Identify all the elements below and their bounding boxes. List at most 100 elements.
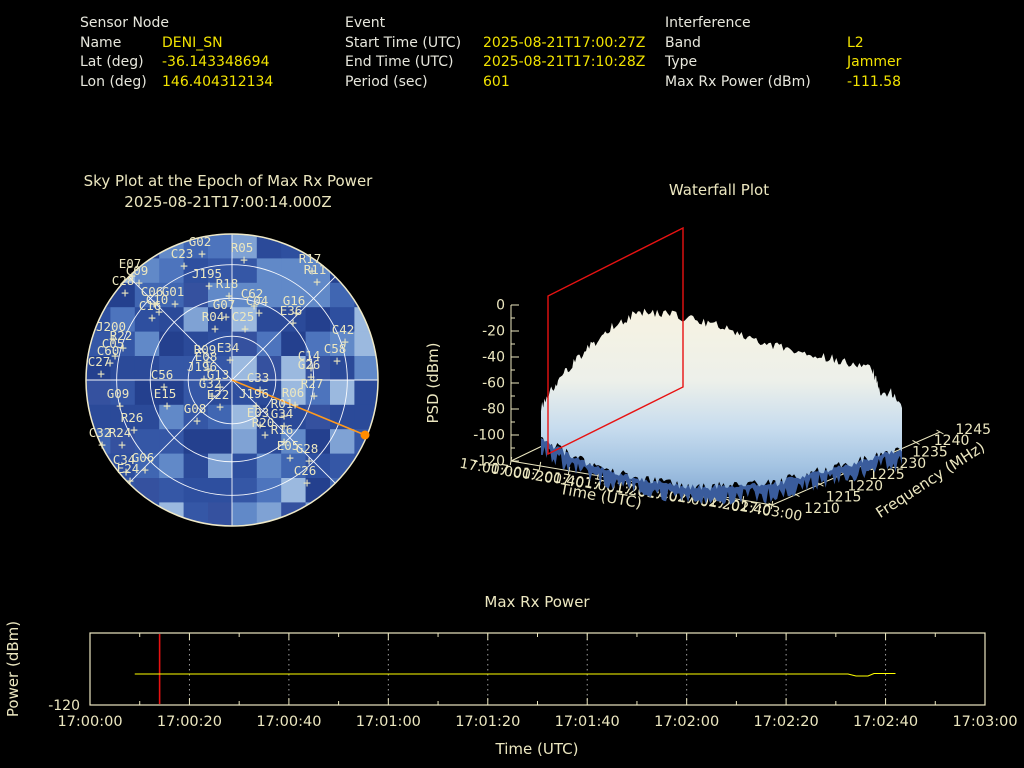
sky-heatmap-cell	[183, 282, 209, 308]
sensor-name-row: Name DENI_SN	[80, 34, 273, 54]
sky-heatmap-cell	[281, 282, 307, 308]
satellite-label: E34	[217, 340, 240, 355]
sky-heatmap-cell	[305, 380, 331, 406]
sky-heatmap-cell	[305, 429, 331, 455]
power-x-axis-label: Time (UTC)	[495, 740, 579, 758]
sky-heatmap-cell	[379, 332, 404, 357]
sky-heatmap-cell	[183, 356, 209, 381]
time-axis-tick	[741, 496, 745, 505]
time-axis-tick	[538, 461, 542, 470]
satellite-marker: +	[280, 435, 288, 450]
satellite-marker: +	[240, 253, 248, 268]
satellite-marker: +	[119, 341, 127, 356]
satellite-label: R17	[299, 251, 322, 266]
sky-heatmap-cell	[159, 258, 185, 284]
satellite-label: G13	[207, 367, 230, 382]
sky-heatmap-cell	[184, 527, 209, 552]
frequency-tick-label: 1240	[934, 433, 970, 449]
sky-plot-body: G02+ R05+C23+R17+R11+E07+C09+C28+J195+ R18…	[85, 233, 404, 552]
satellite-label: C42	[332, 322, 355, 337]
satellite-label: R05	[231, 240, 254, 255]
satellite-label: G06	[132, 450, 155, 465]
satellite-label: C14	[298, 348, 321, 363]
satellite-marker: +	[313, 275, 321, 290]
sky-heatmap-cell	[208, 234, 233, 259]
sky-heatmap-cell	[134, 331, 160, 357]
psd-tick-label: -60	[482, 376, 505, 392]
satellite-marker: +	[216, 400, 224, 415]
sky-heatmap-cell	[110, 380, 136, 406]
satellite-marker: +	[135, 276, 143, 291]
sky-heatmap-cell	[208, 429, 233, 455]
time-axis-tick	[509, 456, 513, 466]
x-tick-label: 17:02:00	[654, 714, 719, 730]
sky-heatmap-cell	[183, 429, 209, 455]
satellite-marker: +	[256, 383, 264, 398]
sky-heatmap-cell	[305, 502, 331, 526]
sky-heatmap-cell	[305, 404, 331, 430]
sensor-lat-value: -36.143348694	[162, 54, 270, 70]
satellite-label: E22	[207, 387, 230, 402]
satellite-marker: +	[208, 389, 216, 404]
event-period-value: 601	[483, 73, 510, 90]
frequency-tick-label: 1210	[804, 501, 840, 517]
satellite-label: C05	[102, 336, 125, 351]
satellite-label: E07	[119, 256, 142, 271]
interference-power-value: -111.58	[847, 73, 902, 90]
satellite-label: C26	[294, 463, 317, 478]
satellite-label: R24	[109, 425, 132, 440]
sky-heatmap-cell	[256, 453, 282, 479]
satellite-label: C09	[126, 263, 149, 278]
waterfall-psd-axis-label: PSD (dBm)	[424, 342, 442, 423]
sky-heatmap-cell	[159, 478, 185, 503]
sensor-lat-row: Lat (deg) -36.143348694	[80, 53, 273, 73]
time-tick-label: 17:03:00	[739, 498, 804, 525]
x-tick-label: 17:01:20	[455, 714, 520, 730]
sky-heatmap-cell	[183, 453, 209, 479]
interference-type-label: Type	[665, 54, 698, 70]
event-start-label: Start Time (UTC)	[345, 34, 462, 51]
sky-heatmap-cell	[330, 258, 355, 284]
sky-heatmap-cell	[281, 307, 307, 333]
satellite-marker: +	[171, 297, 179, 312]
sky-plot-subtitle: 2025-08-21T17:00:14.000Z	[124, 193, 331, 211]
satellite-label: C04	[246, 293, 269, 308]
satellite-marker: +	[160, 380, 168, 395]
satellite-marker: +	[222, 310, 230, 325]
satellite-label: R04	[202, 309, 225, 324]
sky-heatmap-cell	[208, 527, 233, 552]
event-end-label: End Time (UTC)	[345, 54, 454, 70]
frequency-axis-tick	[912, 439, 920, 445]
satellite-label: E36	[280, 303, 303, 318]
sky-heatmap-cell	[232, 527, 257, 552]
surface-noise-fringe	[541, 438, 902, 505]
satellite-marker: +	[280, 409, 288, 424]
sky-heatmap-cell	[256, 307, 282, 333]
psd-tick-label: -20	[482, 324, 505, 340]
satellite-marker: +	[130, 423, 138, 438]
satellite-marker: +	[106, 356, 114, 371]
x-tick-label: 17:02:40	[853, 714, 918, 730]
sky-heatmap-cell	[354, 356, 378, 381]
psd-tick-label: 0	[496, 298, 505, 314]
sensor-name-label: Name	[80, 34, 122, 51]
sky-heatmap-cell	[208, 282, 233, 308]
x-tick-label: 17:03:00	[952, 714, 1017, 730]
sensor-lon-label: Lon (deg)	[80, 73, 147, 90]
satellite-marker: +	[261, 428, 269, 443]
satellite-label: E24	[117, 461, 140, 476]
max-rx-power-series	[134, 672, 896, 677]
sky-heatmap-cell	[256, 380, 282, 406]
satellite-label: C60	[97, 343, 120, 358]
satellite-label: C33	[247, 370, 270, 385]
satellite-marker: +	[226, 353, 234, 368]
sky-heatmap-cell	[256, 356, 282, 381]
plot-frame	[89, 632, 986, 706]
sky-heatmap-cell	[305, 307, 331, 333]
sky-heatmap-cell	[232, 331, 258, 357]
power-y-tick-label: -120	[48, 698, 80, 714]
sky-heatmap-cell	[232, 258, 258, 284]
sky-heatmap-cell	[208, 453, 233, 479]
satellite-label: R18	[216, 276, 239, 291]
satellite-marker: +	[333, 354, 341, 369]
